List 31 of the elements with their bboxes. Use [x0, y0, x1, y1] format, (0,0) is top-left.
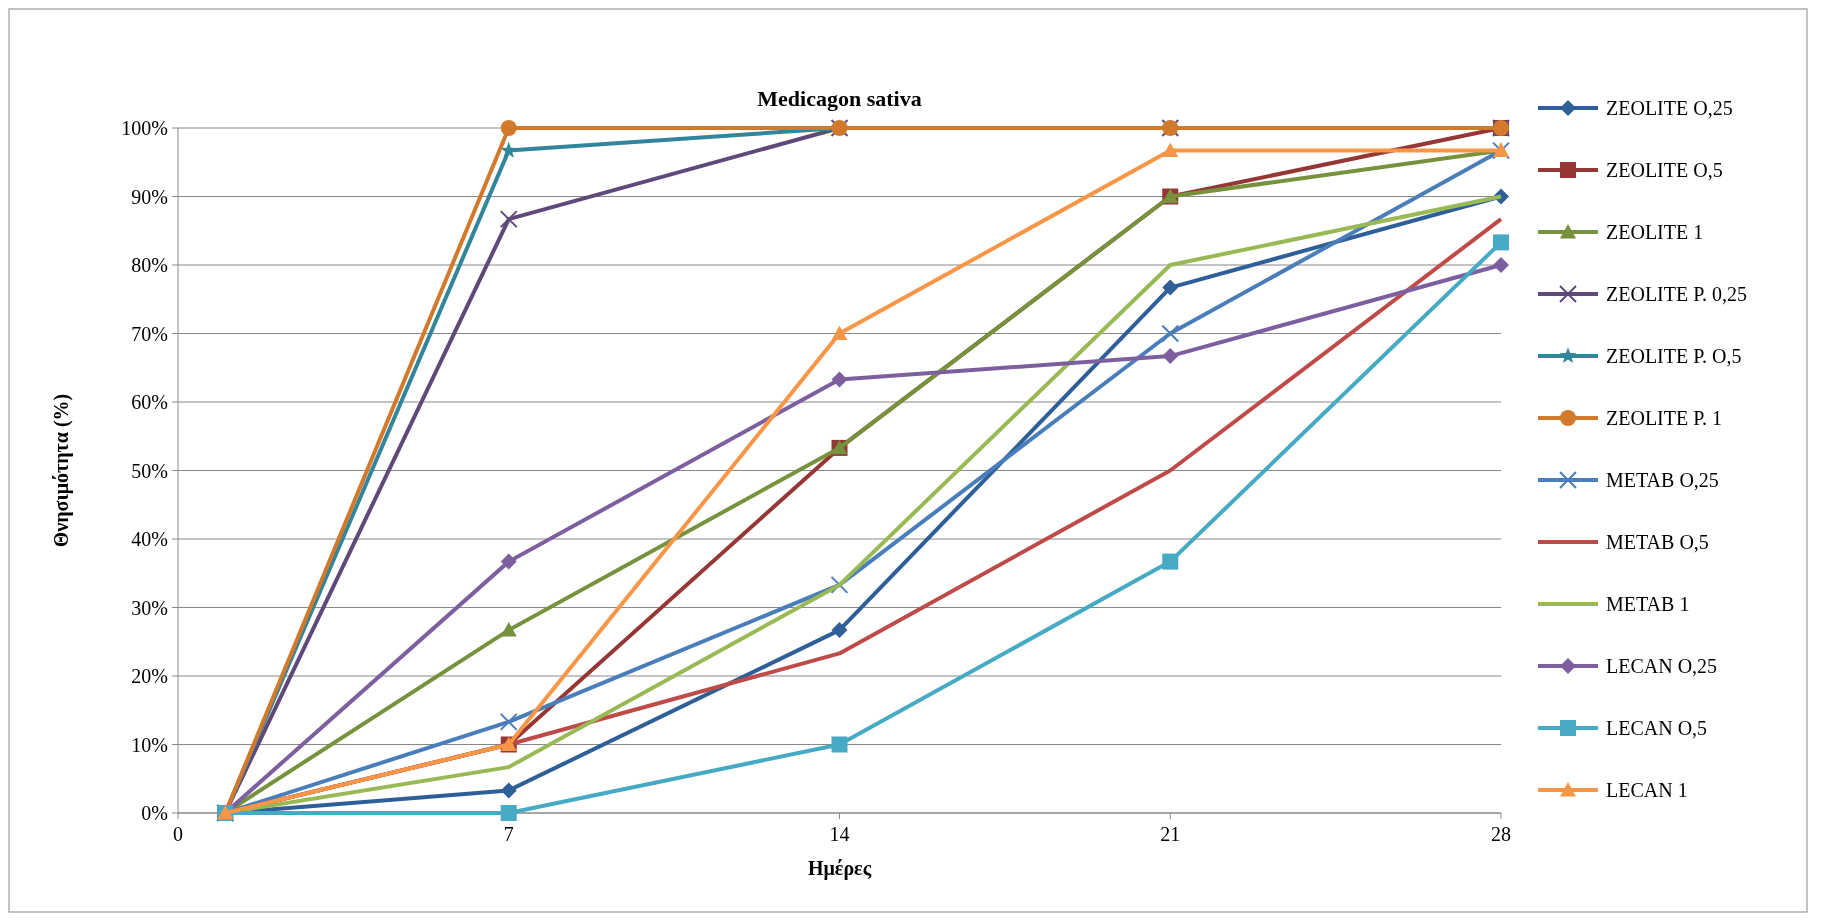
x-tick-label: 7 — [503, 823, 514, 845]
legend-label: METAB O,25 — [1606, 469, 1719, 491]
y-tick-label: 10% — [131, 733, 168, 756]
y-tick-label: 0% — [141, 802, 168, 824]
x-axis-title: Ημέρες — [807, 857, 872, 880]
x-tick-label: 28 — [1491, 823, 1511, 845]
legend-label: ZEOLITE P. 0,25 — [1606, 283, 1748, 305]
chart-title: Medicagon sativa — [757, 86, 922, 111]
legend-label: ZEOLITE O,5 — [1606, 159, 1723, 181]
y-tick-label: 30% — [131, 596, 168, 619]
legend-label: ZEOLITE P. O,5 — [1606, 345, 1742, 367]
x-tick-label: 0 — [173, 823, 183, 845]
y-tick-label: 90% — [131, 185, 168, 208]
y-tick-label: 70% — [131, 322, 168, 345]
y-tick-label: 50% — [131, 459, 168, 482]
x-tick-label: 21 — [1160, 823, 1181, 845]
y-tick-label: 60% — [131, 391, 168, 413]
x-tick-label: 14 — [829, 823, 850, 845]
legend-label: ZEOLITE P. 1 — [1606, 407, 1723, 429]
legend-label: LECAN O,25 — [1606, 655, 1718, 677]
y-tick-label: 20% — [131, 665, 168, 687]
y-tick-label: 100% — [121, 117, 168, 139]
y-axis-title: Θνησιμότητα (%) — [50, 393, 73, 548]
legend-label: METAB 1 — [1606, 593, 1690, 615]
legend-label: LECAN O,5 — [1606, 717, 1708, 739]
y-tick-label: 40% — [131, 528, 168, 550]
legend-label: ZEOLITE O,25 — [1606, 97, 1733, 119]
y-tick-label: 80% — [131, 254, 168, 276]
legend-label: LECAN 1 — [1606, 779, 1688, 801]
legend-label: METAB O,5 — [1606, 531, 1709, 553]
legend-label: ZEOLITE 1 — [1606, 221, 1704, 243]
